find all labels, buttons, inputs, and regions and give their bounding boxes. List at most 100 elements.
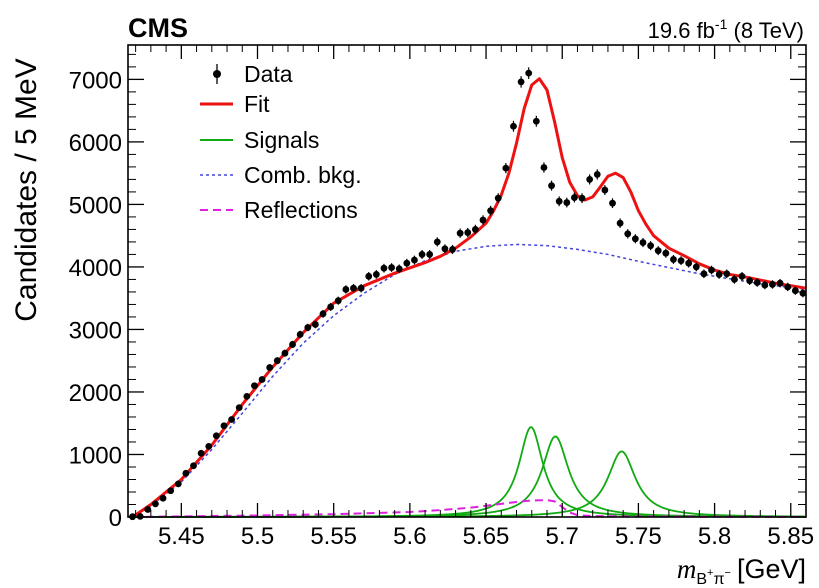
y-tick-label: 6000 [69,130,122,157]
data-point [700,270,708,278]
x-tick-label: 5.5 [241,523,274,550]
data-point [502,164,510,172]
data-point [152,500,159,508]
legend-entry-signals: Signals [200,127,319,153]
data-point [769,281,776,288]
data-point [517,78,525,86]
data-point [235,404,243,411]
data-point [197,449,205,457]
data-point [433,238,441,246]
data-point [228,416,236,423]
legend-label-fit: Fit [244,91,270,117]
data-point [426,251,434,258]
x-tick-label: 5.75 [615,523,662,550]
data-point [677,257,685,265]
data-point [563,199,571,206]
plot-frame [127,44,807,518]
data-point [380,264,388,272]
data-point [494,194,502,202]
data-point [159,494,167,502]
data-point [631,235,639,243]
data-point [738,272,746,280]
legend-entry-comb-bkg: Comb. bkg. [200,162,362,188]
data-point [182,469,190,477]
y-tick-label: 7000 [69,67,122,94]
data-point [350,284,357,292]
data-point [571,194,578,201]
data-point [784,283,792,291]
data-point [411,256,418,264]
data-point [662,249,670,257]
data-point [395,265,403,273]
data-point [319,310,327,318]
data-points-layer [129,67,807,521]
luminosity-label: 19.6 fb-1 (8 TeV) [648,16,804,43]
legend-data-marker [213,70,221,78]
data-point [471,226,479,233]
x-tick-label: 5.7 [546,523,579,550]
data-point [464,229,472,236]
legend-entry-reflections: Reflections [200,197,358,223]
data-point [670,256,677,263]
x-tick-label: 5.45 [158,523,205,550]
reflections-curve [132,499,807,518]
data-point [548,182,555,190]
data-point [456,229,464,237]
legend-label-signals: Signals [244,127,319,153]
data-point [510,122,517,130]
data-point [357,284,365,292]
data-point [296,331,304,338]
data-point [647,242,654,250]
data-point [639,239,647,246]
data-point [418,251,426,258]
data-point [601,186,609,194]
signal-curve-1 [132,426,805,518]
data-point [776,279,784,287]
data-point [243,392,251,400]
data-point [593,171,601,178]
data-point [449,246,456,253]
data-point [578,194,586,202]
data-point [342,286,350,293]
data-point [540,164,548,171]
data-point [144,506,152,513]
data-point [715,271,723,278]
y-tick-label: 1000 [69,442,122,469]
data-point [304,324,312,331]
data-point [487,207,495,215]
data-point [220,422,228,430]
x-tick-label: 5.8 [698,523,731,550]
data-point [251,382,258,390]
signal-curve-3 [132,450,805,518]
data-point [388,264,395,271]
legend-label-comb-bkg: Comb. bkg. [244,162,362,188]
data-point [654,247,662,255]
data-point [372,271,380,278]
y-axis-label: Candidates / 5 MeV [10,58,43,321]
data-point [723,270,731,278]
data-point [167,487,175,495]
data-point [334,297,342,305]
data-point [532,117,540,125]
signal-curve-2 [132,435,805,518]
data-point [616,219,624,227]
fit-curve [131,77,807,519]
x-tick-label: 5.65 [463,523,510,550]
x-axis-label: mB+π− [GeV] [677,554,806,588]
data-point [312,321,319,328]
data-point [174,480,182,488]
data-point [525,69,533,77]
comb-bkg-curve [132,243,807,518]
legend-label-reflections: Reflections [244,197,358,223]
y-tick-label: 5000 [69,192,122,219]
x-tick-label: 5.6 [393,523,426,550]
data-point [586,176,594,183]
data-point [289,341,296,348]
data-point [746,277,754,285]
data-point [403,259,411,267]
x-tick-label: 5.55 [310,523,357,550]
x-tick-label: 5.85 [767,523,814,550]
data-point [266,364,274,371]
data-point [685,259,693,267]
